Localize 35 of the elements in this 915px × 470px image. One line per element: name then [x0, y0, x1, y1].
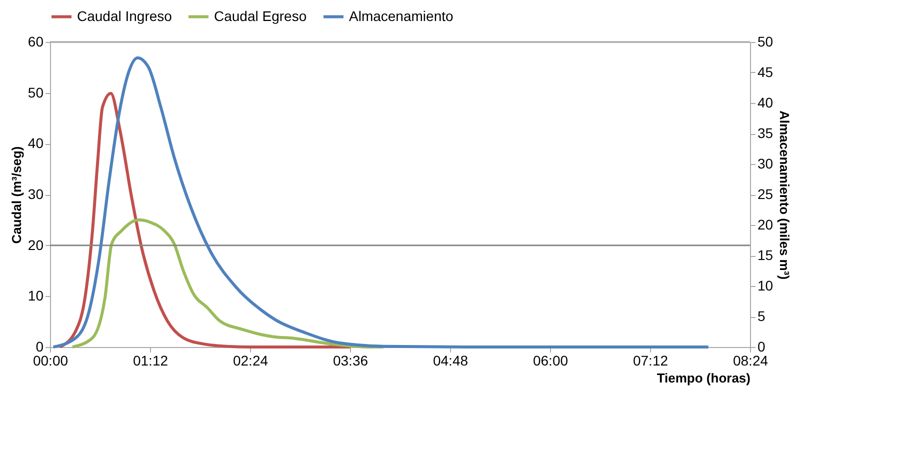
- x-tick-label: 01:12: [132, 352, 168, 368]
- x-axis-title: Tiempo (horas): [656, 370, 750, 386]
- y-tick-label: 30: [28, 186, 44, 202]
- y2-tick-label: 35: [758, 125, 774, 141]
- x-tick-label: 06:00: [532, 352, 568, 368]
- x-tick-label: 00:00: [32, 352, 68, 368]
- x-tick-label: 04:48: [432, 352, 468, 368]
- x-tick-label: 08:24: [732, 352, 768, 368]
- y2-tick-label: 5: [758, 308, 766, 324]
- y-tick-label: 20: [28, 236, 44, 253]
- legend-label: Almacenamiento: [349, 8, 454, 24]
- y-tick-label: 60: [28, 34, 44, 50]
- y2-tick-label: 25: [758, 186, 774, 202]
- y2-tick-label: 30: [758, 156, 774, 172]
- y2-tick-label: 45: [758, 64, 774, 80]
- line-series: [58, 92, 352, 348]
- line-series: [71, 218, 385, 348]
- x-tick-label: 03:36: [332, 352, 368, 368]
- y2-tick-label: 20: [758, 216, 774, 232]
- x-tick-label: 02:24: [232, 352, 268, 368]
- y-tick-label: 50: [28, 84, 44, 100]
- y-tick-label: 10: [28, 288, 44, 304]
- y-axis-title: Caudal (m³/seg): [8, 146, 24, 244]
- y2-axis-title: Almacenamiento (miles m³): [777, 110, 792, 280]
- y2-tick-label: 0: [758, 338, 766, 354]
- y2-tick-label: 10: [758, 278, 774, 294]
- y-tick-label: 40: [28, 135, 44, 152]
- legend-label: Caudal Egreso: [214, 8, 307, 24]
- y2-tick-label: 15: [758, 247, 774, 263]
- y2-tick-label: 50: [758, 34, 774, 50]
- line-series: [52, 56, 710, 348]
- x-tick-label: 07:12: [632, 352, 668, 368]
- y-tick-label: 0: [36, 338, 44, 354]
- y2-tick-label: 40: [758, 94, 774, 110]
- legend-label: Caudal Ingreso: [77, 8, 172, 24]
